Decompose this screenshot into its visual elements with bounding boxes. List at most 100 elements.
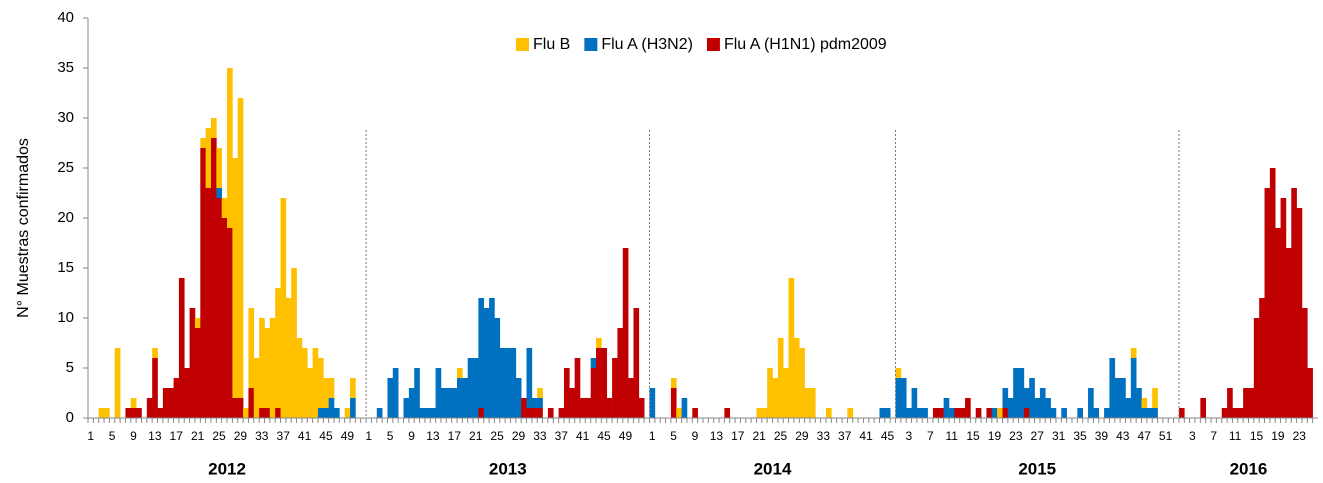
bar [467,358,474,418]
bar [1307,368,1313,418]
x-tick-label: 45 [319,429,333,443]
bar [767,368,773,418]
x-tick-label: 41 [859,429,873,443]
bar [954,408,960,418]
bar [275,288,281,408]
bar [1291,188,1297,418]
bar [628,378,634,418]
bar [264,328,271,408]
x-tick-label: 11 [1229,429,1242,443]
bar [430,408,436,418]
bar [601,348,608,418]
bar [997,408,1003,418]
bar [1253,318,1260,418]
bar [724,408,731,418]
bar [1002,408,1009,418]
x-tick-label: 45 [881,429,895,443]
bar [531,408,538,418]
bar [563,368,570,418]
bar [574,358,581,418]
bar [478,408,485,418]
bar [334,408,340,418]
bar [1018,368,1025,418]
bar [756,408,763,418]
bar [259,408,265,418]
bar [200,148,206,418]
x-tick-label: 9 [408,429,415,443]
bar [932,408,939,418]
bar [580,398,586,418]
x-tick-label: 13 [148,429,162,443]
bar [323,408,329,418]
bar [537,388,543,398]
x-tick-label: 15 [966,429,980,443]
bar [1104,408,1110,418]
legend-label: Flu B [533,36,570,53]
bar [596,338,602,348]
x-tick-label: 31 [1052,429,1066,443]
bar [938,408,944,418]
x-tick-label: 47 [1138,429,1152,443]
bar [194,318,201,328]
x-tick-label: 3 [906,429,913,443]
bar [1023,388,1030,408]
bar [1029,378,1035,418]
bar [435,368,442,418]
bar [1093,408,1100,418]
x-tick-label: 7 [1210,429,1217,443]
bar [259,318,265,408]
x-tick-label: 29 [512,429,526,443]
x-tick-label: 39 [1095,429,1109,443]
legend-item: Flu B [516,36,570,53]
bar [1039,388,1046,418]
legend-item: Flu A (H3N2) [584,36,693,53]
year-label: 2013 [489,459,527,478]
bar [1050,408,1057,418]
bar [847,408,854,418]
bar [446,388,452,418]
bar [949,408,955,418]
y-tick-label: 15 [57,259,74,276]
bar [558,408,565,418]
bar [1045,398,1051,418]
bar [232,398,239,418]
bar [975,408,982,418]
bar [788,278,795,418]
x-tick-label: 15 [1250,429,1264,443]
bar [826,408,832,418]
bar [1280,198,1287,418]
bar [900,378,907,418]
bar [227,228,233,418]
x-tick-label: 13 [710,429,724,443]
bar [478,298,485,408]
x-tick-label: 13 [426,429,440,443]
bar [1141,398,1148,408]
bar [350,398,356,418]
bar [692,408,698,418]
x-tick-label: 49 [341,429,355,443]
x-tick-label: 33 [533,429,547,443]
bar [323,378,329,408]
x-tick-label: 41 [576,429,590,443]
bar [777,338,784,418]
bar [965,398,971,418]
bar [307,368,313,418]
bar [1200,398,1206,418]
bar [280,198,287,418]
bar [1141,408,1148,418]
bar [510,348,517,418]
y-tick-label: 35 [57,59,74,76]
bar [168,388,174,418]
bar [991,408,998,418]
bar [451,388,458,418]
x-tick-label: 33 [255,429,269,443]
legend-swatch [516,38,529,51]
x-tick-label: 9 [692,429,699,443]
bar [879,408,886,418]
x-tick-label: 19 [988,429,1002,443]
bar [1002,388,1009,408]
bar [264,408,271,418]
bar [1130,348,1137,358]
bar [403,398,410,418]
bar [526,408,533,418]
